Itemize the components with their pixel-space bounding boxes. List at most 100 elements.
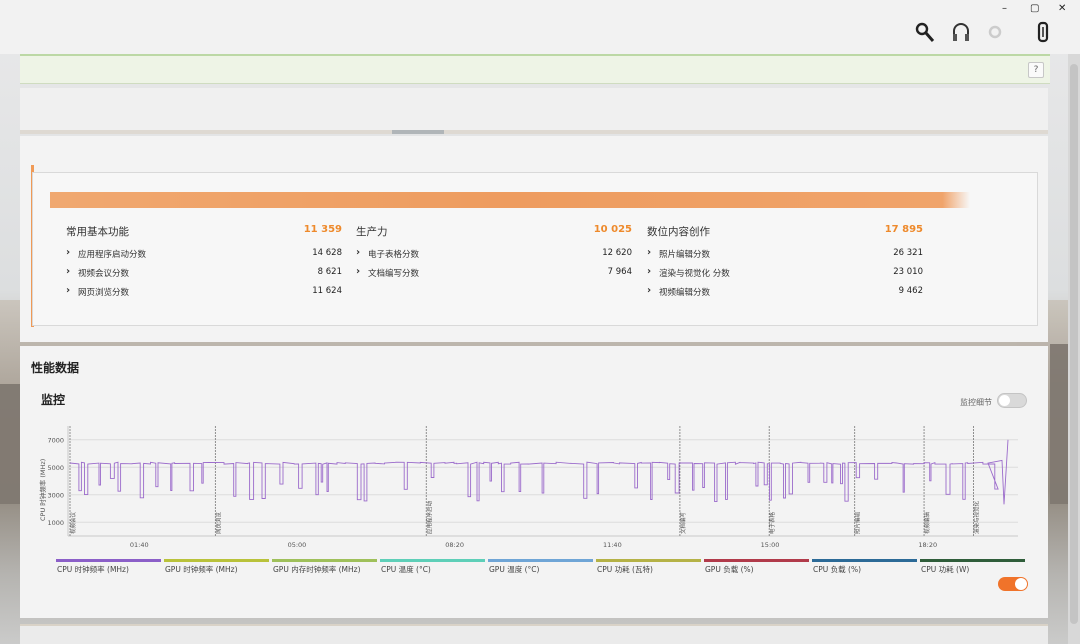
column-name: 数位内容创作 xyxy=(647,226,710,238)
y-axis-label: CPU 时钟频率 (MHz) xyxy=(38,459,47,521)
legend-label: CPU 功耗 (W) xyxy=(921,565,970,574)
legend-item[interactable]: GPU 温度 (°C) xyxy=(488,559,593,575)
legend-label: CPU 功耗 (瓦特) xyxy=(597,565,653,574)
legend-item[interactable]: CPU 时钟频率 (MHz) xyxy=(56,559,161,575)
legend-label: GPU 温度 (°C) xyxy=(489,565,540,574)
chevron-right-icon: › xyxy=(647,285,652,296)
legend-label: CPU 时钟频率 (MHz) xyxy=(57,565,129,574)
phase-marker-label: 视频会议 xyxy=(69,511,77,534)
row-value: 11 624 xyxy=(312,286,342,296)
divider-handle[interactable] xyxy=(392,130,444,134)
x-tick-label: 08:20 xyxy=(445,541,464,549)
minimize-button[interactable]: – xyxy=(1002,3,1007,14)
column-name: 常用基本功能 xyxy=(66,226,129,238)
score-column-essentials: 常用基本功能 11 359 › 应用程序启动分数 14 628 › 视频会议分数 8 6… xyxy=(66,224,342,301)
monitor-title: 监控 xyxy=(41,393,66,407)
score-row[interactable]: › 应用程序启动分数 14 628 xyxy=(66,244,342,263)
legend-swatch xyxy=(920,559,1025,562)
monitor-details-toggle[interactable] xyxy=(997,393,1027,408)
row-label: 照片编辑分数 xyxy=(659,250,711,260)
row-label: 文档编写分数 xyxy=(368,269,420,279)
score-row[interactable]: › 电子表格分数 12 620 xyxy=(356,244,632,263)
close-button[interactable]: ✕ xyxy=(1058,3,1067,14)
legend-label: GPU 时钟频率 (MHz) xyxy=(165,565,238,574)
score-bar xyxy=(50,192,970,208)
legend-swatch xyxy=(596,559,701,562)
help-button[interactable]: ? xyxy=(1028,62,1044,78)
scrollbar[interactable] xyxy=(1068,54,1080,644)
section-divider xyxy=(20,130,1048,134)
x-tick-label: 05:00 xyxy=(288,541,307,549)
phase-marker-label: 照片编辑 xyxy=(854,511,862,534)
y-tick-label: 3000 xyxy=(47,491,64,499)
score-row[interactable]: › 网页浏览分数 11 624 xyxy=(66,282,342,301)
maximize-button[interactable]: ▢ xyxy=(1030,3,1040,14)
column-header: 生产力 10 025 xyxy=(356,224,632,240)
y-tick-label: 5000 xyxy=(47,464,64,472)
legend-item[interactable]: CPU 功耗 (瓦特) xyxy=(596,559,701,575)
phase-marker-label: 网页浏览 xyxy=(214,511,222,534)
chevron-right-icon: › xyxy=(66,247,71,258)
chevron-right-icon: › xyxy=(356,247,361,258)
toggle-knob xyxy=(999,395,1010,406)
legend-item[interactable]: CPU 温度 (°C) xyxy=(380,559,485,575)
row-value: 23 010 xyxy=(893,267,923,277)
scrollbar-thumb[interactable] xyxy=(1070,64,1078,624)
score-row[interactable]: › 照片编辑分数 26 321 xyxy=(647,244,923,263)
column-score: 10 025 xyxy=(593,224,632,235)
row-label: 网页浏览分数 xyxy=(78,288,130,298)
chevron-right-icon: › xyxy=(356,266,361,277)
column-score: 17 895 xyxy=(884,224,923,235)
row-label: 电子表格分数 xyxy=(368,250,420,260)
column-header: 常用基本功能 11 359 xyxy=(66,224,342,240)
phase-marker-label: 文档编写 xyxy=(679,511,687,534)
legend-swatch xyxy=(380,559,485,562)
headset-icon[interactable] xyxy=(950,20,972,44)
legend-swatch xyxy=(488,559,593,562)
legend-item[interactable]: GPU 内存时钟频率 (MHz) xyxy=(272,559,377,575)
score-row[interactable]: › 视频编辑分数 9 462 xyxy=(647,282,923,301)
chevron-right-icon: › xyxy=(66,285,71,296)
score-row[interactable]: › 文档编写分数 7 964 xyxy=(356,263,632,282)
column-header: 数位内容创作 17 895 xyxy=(647,224,923,240)
monitor-details-label: 监控细节 xyxy=(960,398,992,407)
chevron-right-icon: › xyxy=(66,266,71,277)
legend-label: CPU 温度 (°C) xyxy=(381,565,431,574)
notification-banner: ? xyxy=(20,54,1050,84)
search-icon[interactable] xyxy=(914,20,936,44)
x-tick-label: 18:20 xyxy=(918,541,937,549)
legend-label: GPU 内存时钟频率 (MHz) xyxy=(273,565,361,574)
score-column-content-creation: 数位内容创作 17 895 › 照片编辑分数 26 321 › 渲染与视觉化 分数 23… xyxy=(647,224,923,301)
x-tick-label: 11:40 xyxy=(603,541,622,549)
legend-swatch xyxy=(56,559,161,562)
user-icon[interactable] xyxy=(1032,20,1054,44)
phase-marker-label: 视频编辑 xyxy=(923,511,931,534)
legend-label: CPU 负载 (%) xyxy=(813,565,861,574)
legend-item[interactable]: GPU 负载 (%) xyxy=(704,559,809,575)
row-value: 14 628 xyxy=(312,248,342,258)
legend-swatch xyxy=(704,559,809,562)
phase-marker-label: 应用程序启动 xyxy=(425,500,433,534)
phase-marker-label: 电子表格 xyxy=(768,511,776,534)
legend-toggle[interactable] xyxy=(998,577,1028,591)
column-name: 生产力 xyxy=(356,226,388,238)
legend-item[interactable]: GPU 时钟频率 (MHz) xyxy=(164,559,269,575)
score-row[interactable]: › 视频会议分数 8 621 xyxy=(66,263,342,282)
row-value: 26 321 xyxy=(893,248,923,258)
performance-title: 性能数据 xyxy=(31,361,80,375)
legend-item[interactable]: CPU 功耗 (W) xyxy=(920,559,1025,575)
x-tick-label: 01:40 xyxy=(130,541,149,549)
settings-icon[interactable] xyxy=(984,20,1006,44)
phase-marker-label: 渲染与视觉化 xyxy=(972,500,980,534)
legend-swatch xyxy=(272,559,377,562)
legend-item[interactable]: CPU 负载 (%) xyxy=(812,559,917,575)
row-value: 9 462 xyxy=(898,286,923,296)
performance-panel xyxy=(20,346,1048,618)
score-row[interactable]: › 渲染与视觉化 分数 23 010 xyxy=(647,263,923,282)
bottom-panel xyxy=(20,624,1048,644)
toggle-knob xyxy=(1015,578,1027,590)
chevron-right-icon: › xyxy=(647,247,652,258)
legend-swatch xyxy=(164,559,269,562)
legend-label: GPU 负载 (%) xyxy=(705,565,754,574)
row-label: 视频编辑分数 xyxy=(659,288,711,298)
